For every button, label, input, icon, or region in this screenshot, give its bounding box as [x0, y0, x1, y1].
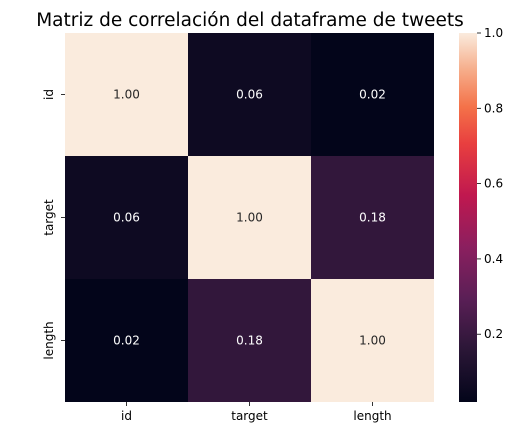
- colorbar-tick-label: 0.8: [484, 101, 503, 115]
- cell-value-label: 0.02: [113, 334, 140, 348]
- heatmap-cell-length-length: [311, 279, 434, 402]
- heatmap-cell-target-id: [65, 156, 188, 279]
- cell-value-label: 1.00: [113, 88, 140, 102]
- y-tick-label-id: id: [42, 89, 56, 100]
- cell-value-label: 1.00: [359, 334, 386, 348]
- x-tick-label-target: target: [231, 409, 268, 423]
- cell-value-label: 0.06: [113, 211, 140, 225]
- heatmap-cell-target-length: [311, 156, 434, 279]
- chart-title: Matriz de correlación del dataframe de t…: [36, 10, 464, 31]
- cell-value-label: 0.18: [236, 334, 263, 348]
- heatmap-cell-id-length: [311, 33, 434, 156]
- x-tick-label-id: id: [121, 409, 132, 423]
- colorbar-tick-label: 0.2: [484, 327, 503, 341]
- colorbar-tick-label: 1.0: [484, 26, 503, 40]
- heatmap-cell-id-id: [65, 33, 188, 156]
- colorbar-tick-label: 0.6: [484, 177, 503, 191]
- colorbar-axis: 0.2 0.4 0.6 0.8 1.0: [477, 26, 503, 341]
- colorbar-gradient: [459, 33, 477, 402]
- y-axis: id target length: [42, 89, 65, 360]
- y-tick-label-target: target: [42, 199, 56, 236]
- heatmap-cell-length-id: [65, 279, 188, 402]
- heatmap-cell-target-target: [188, 156, 311, 279]
- colorbar-tick-label: 0.4: [484, 252, 503, 266]
- heatmap-cell-id-target: [188, 33, 311, 156]
- heatmap-cell-length-target: [188, 279, 311, 402]
- heatmap-cells: 1.00 0.06 0.02 0.06 1.00 0.18 0.02 0.18 1.00: [65, 33, 434, 402]
- x-tick-label-length: length: [353, 409, 391, 423]
- colorbar: [459, 33, 477, 402]
- cell-value-label: 1.00: [236, 211, 263, 225]
- y-tick-label-length: length: [42, 321, 56, 359]
- cell-value-label: 0.18: [359, 211, 386, 225]
- cell-value-label: 0.02: [359, 88, 386, 102]
- cell-value-label: 0.06: [236, 88, 263, 102]
- x-axis: id target length: [121, 402, 392, 423]
